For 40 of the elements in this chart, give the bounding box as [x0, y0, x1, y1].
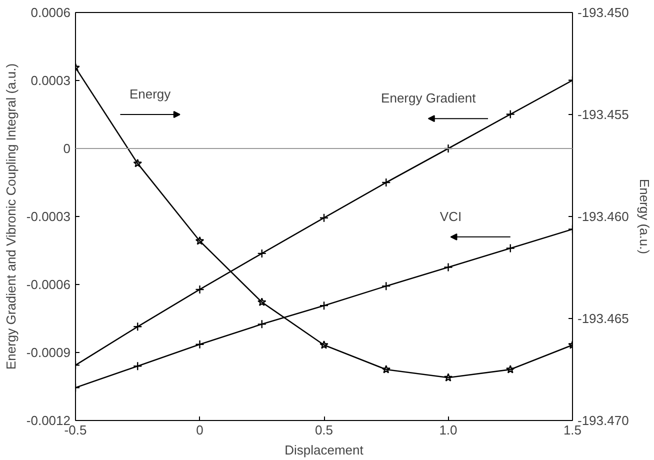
- y-tick-label: 0: [63, 141, 71, 156]
- point: [506, 244, 515, 253]
- point: [506, 364, 515, 374]
- y2-axis-title: Energy (a.u.): [636, 178, 652, 254]
- y2-tick-label: -193.455: [578, 107, 629, 122]
- point: [257, 320, 266, 329]
- point: [382, 364, 391, 374]
- point: [133, 362, 142, 371]
- y-tick-label: -0.0009: [26, 345, 71, 360]
- point: [506, 110, 515, 119]
- point: [133, 322, 142, 332]
- y-tick-label: 0.0006: [30, 5, 71, 20]
- x-tick-label: 1.0: [439, 422, 458, 438]
- point: [320, 340, 328, 349]
- point: [257, 298, 266, 306]
- point: [195, 284, 204, 294]
- y2-tick-label: -193.460: [578, 209, 629, 224]
- point: [133, 158, 142, 168]
- y2-tick-label: -193.450: [578, 5, 629, 20]
- x-tick-label: 0: [196, 422, 204, 438]
- point: [257, 248, 266, 258]
- point: [444, 373, 453, 382]
- y-tick-label: -0.0012: [26, 413, 71, 428]
- point: [319, 213, 329, 222]
- y-axis-title: Energy Gradient and Vibronic Coupling Integral (a.u.): [3, 63, 18, 370]
- y-tick-label: -0.0006: [26, 277, 71, 292]
- y2-tick-label: -193.465: [578, 311, 629, 326]
- x-axis-title: Displacement: [284, 442, 364, 458]
- point: [195, 340, 204, 349]
- annotation: Energy: [129, 86, 172, 102]
- point: [382, 281, 391, 291]
- point: [444, 262, 453, 272]
- y-tick-label: -0.0003: [26, 209, 71, 224]
- annotation: Energy Gradient: [381, 90, 476, 106]
- point: [382, 178, 391, 188]
- point: [319, 300, 329, 310]
- point: [195, 236, 204, 245]
- annotation: VCI: [440, 209, 462, 224]
- y-tick-label: 0.0003: [30, 73, 71, 88]
- x-tick-label: 0.5: [314, 422, 334, 438]
